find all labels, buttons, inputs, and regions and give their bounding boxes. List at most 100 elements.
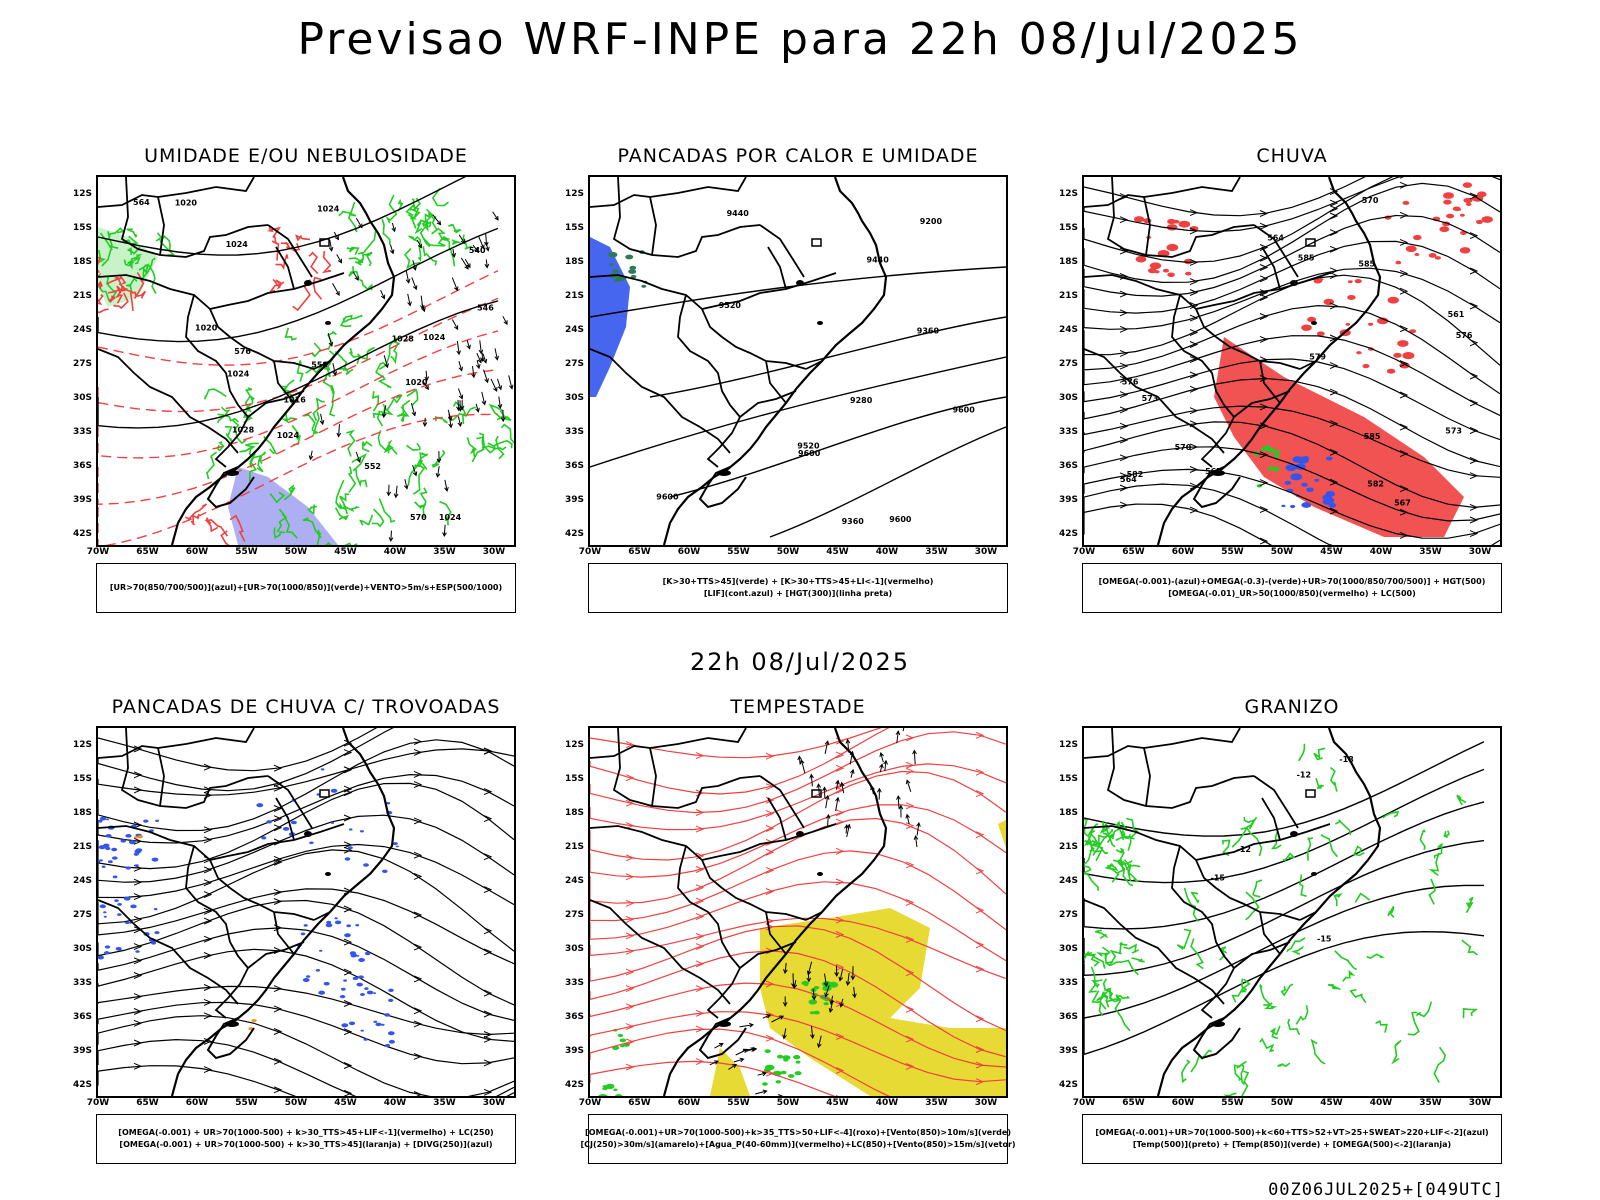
streamline-arrow xyxy=(1469,302,1479,310)
contour-line xyxy=(669,396,1006,498)
map-umidade[interactable]: 1016 1020 1020 1020 1024 1024 1024 1024 1028 1028… xyxy=(96,175,516,547)
streamline-arrow xyxy=(695,884,705,892)
wind-vector-head xyxy=(898,804,904,810)
lake-icon xyxy=(319,789,330,798)
wind-vector xyxy=(309,450,313,460)
wind-vector xyxy=(824,973,827,987)
green-humidity-contours xyxy=(98,187,514,545)
border-line xyxy=(214,416,249,468)
map-tempestade[interactable] xyxy=(588,726,1008,1098)
streamline-arrow xyxy=(1119,454,1129,462)
wind-vector xyxy=(798,756,801,765)
contour-label: 1024 xyxy=(226,240,249,249)
field-cell xyxy=(348,828,353,831)
streamline-arrow xyxy=(625,968,635,976)
field-cell xyxy=(348,1021,356,1026)
streamline-arrow xyxy=(1259,275,1269,283)
streamline-arrow xyxy=(343,749,353,757)
wind-vector xyxy=(437,466,440,477)
field-contour xyxy=(411,198,417,212)
border-line xyxy=(706,416,741,468)
streamline xyxy=(590,1028,890,1096)
legend-line: [LIF](cont.azul) + [HGT(300)](linha pret… xyxy=(703,589,893,598)
border-line xyxy=(157,747,165,807)
streamline-arrow xyxy=(835,963,845,971)
streamline-arrow xyxy=(1329,272,1339,280)
field-contour xyxy=(1084,950,1090,980)
field-contour xyxy=(1428,852,1440,877)
border-line xyxy=(1084,899,1225,1005)
field-contour xyxy=(347,201,358,233)
wind850-vectors xyxy=(709,728,921,1096)
wind-vector xyxy=(792,973,794,987)
wind-vector xyxy=(456,340,460,355)
field-cell xyxy=(114,899,119,902)
wind-vector xyxy=(352,271,359,281)
lake-icon xyxy=(1311,321,1317,325)
field-cell xyxy=(809,1011,815,1015)
field-cell xyxy=(1377,317,1389,325)
field-cell xyxy=(1347,295,1356,300)
streamline-arrow xyxy=(1259,479,1269,487)
lat-tick-label: 18S xyxy=(564,257,584,267)
wind-vector-head xyxy=(783,969,788,975)
lat-tick-label: 39S xyxy=(564,1046,584,1056)
streamline-arrow xyxy=(273,858,283,866)
lagoon-icon xyxy=(717,1021,731,1027)
map-chuva[interactable]: 5855855855825795765735705675645615825765… xyxy=(1082,175,1502,547)
streamline-arrow xyxy=(203,836,213,844)
field-contour xyxy=(1334,950,1358,971)
field-contour xyxy=(258,451,267,464)
wind-vector-head xyxy=(852,993,857,999)
streamline-arrow xyxy=(1469,503,1479,511)
streamline-arrow xyxy=(483,747,493,755)
map-granizo[interactable]: -12 -15 -12 -15 -18 xyxy=(1082,726,1502,1098)
field-cell xyxy=(375,1022,382,1027)
border-line xyxy=(275,246,295,290)
streamline-arrow xyxy=(1119,362,1129,370)
field-cell xyxy=(373,1020,378,1023)
map-pancadas-trovoadas[interactable] xyxy=(96,726,516,1098)
streamline-arrow xyxy=(483,927,493,935)
moisture-blue-area xyxy=(228,467,338,545)
field-contour xyxy=(308,251,319,275)
wind-vector xyxy=(906,780,912,792)
wind-vector-head xyxy=(308,455,314,461)
field-cell xyxy=(135,950,140,953)
streamline-arrow xyxy=(1329,229,1339,237)
field-contour xyxy=(1115,848,1125,854)
streamline-arrow xyxy=(625,1063,635,1071)
streamline-arrow xyxy=(835,931,845,938)
contour-line xyxy=(98,368,499,506)
lon-tick-label: 30W xyxy=(482,1098,506,1108)
streamline-arrow xyxy=(343,814,353,822)
field-contour xyxy=(334,351,348,371)
field-cell xyxy=(363,863,369,867)
field-contour xyxy=(355,251,365,266)
field-cell xyxy=(808,999,818,1005)
streamline xyxy=(98,728,378,772)
lat-tick-label: 42S xyxy=(72,529,92,539)
wind-vector xyxy=(902,728,905,732)
streamline-arrow xyxy=(625,1023,635,1031)
field-cell xyxy=(1271,466,1280,472)
field-contour xyxy=(439,500,452,526)
border-line xyxy=(185,294,249,418)
border-line xyxy=(590,177,747,208)
wind-vector xyxy=(841,782,845,794)
map-pancadas-calor[interactable]: 9600 9600 9600 9600 9520 9520 9440 9440 9360 9360… xyxy=(588,175,1008,547)
contour-label: 546 xyxy=(477,304,494,313)
streamline-arrow xyxy=(1329,478,1339,486)
wind-vector-head xyxy=(752,1046,758,1052)
field-cell xyxy=(125,866,131,870)
border-line xyxy=(1084,348,1225,454)
lon-tick-label: 45W xyxy=(1320,1098,1343,1108)
streamline-arrow xyxy=(203,917,213,925)
field-contour xyxy=(296,360,304,382)
streamline-arrow xyxy=(835,916,845,924)
streamline-arrow xyxy=(1469,457,1479,464)
streamline-arrow xyxy=(133,1019,143,1027)
border-line xyxy=(229,887,315,921)
field-cell xyxy=(1274,450,1281,455)
field-cell xyxy=(356,982,363,987)
